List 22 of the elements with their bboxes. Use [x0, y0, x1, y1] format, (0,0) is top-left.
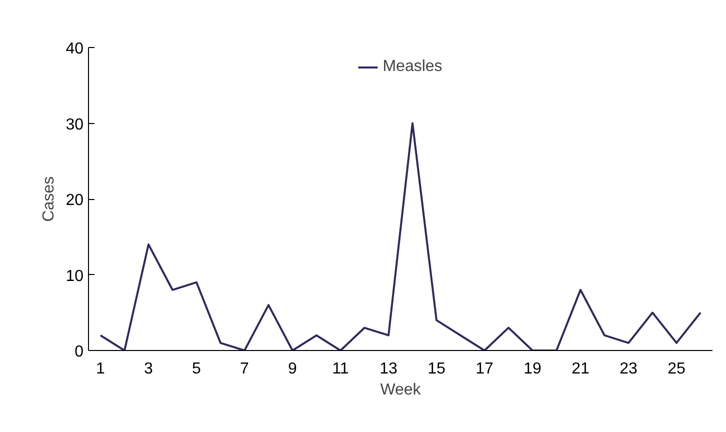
line-series — [100, 122, 702, 350]
x-tick-label: 11 — [332, 360, 349, 378]
x-tick-label: 17 — [476, 360, 494, 378]
x-tick-label: 1 — [96, 360, 106, 378]
y-tick-label: 30 — [66, 116, 84, 134]
x-tick-label: 13 — [380, 360, 398, 378]
x-tick-label: 21 — [572, 360, 590, 378]
x-tick-label: 5 — [192, 360, 202, 378]
y-axis-title: Cases — [40, 176, 58, 222]
legend-label: Measles — [382, 58, 442, 76]
x-axis-title: Week — [380, 382, 422, 398]
x-tick-label: 7 — [240, 360, 250, 378]
x-tick-label: 3 — [144, 360, 154, 378]
y-tick-label: 10 — [66, 268, 84, 285]
x-tick-label: 15 — [428, 360, 446, 378]
y-tick-label: 0 — [74, 344, 84, 360]
y-tick-label: 40 — [66, 40, 84, 58]
x-tick-label: 19 — [524, 360, 542, 378]
x-tick-label: 9 — [288, 360, 298, 378]
x-tick-label: 25 — [668, 360, 686, 378]
x-tick-label: 23 — [620, 360, 638, 378]
y-tick-label: 20 — [66, 192, 84, 209]
